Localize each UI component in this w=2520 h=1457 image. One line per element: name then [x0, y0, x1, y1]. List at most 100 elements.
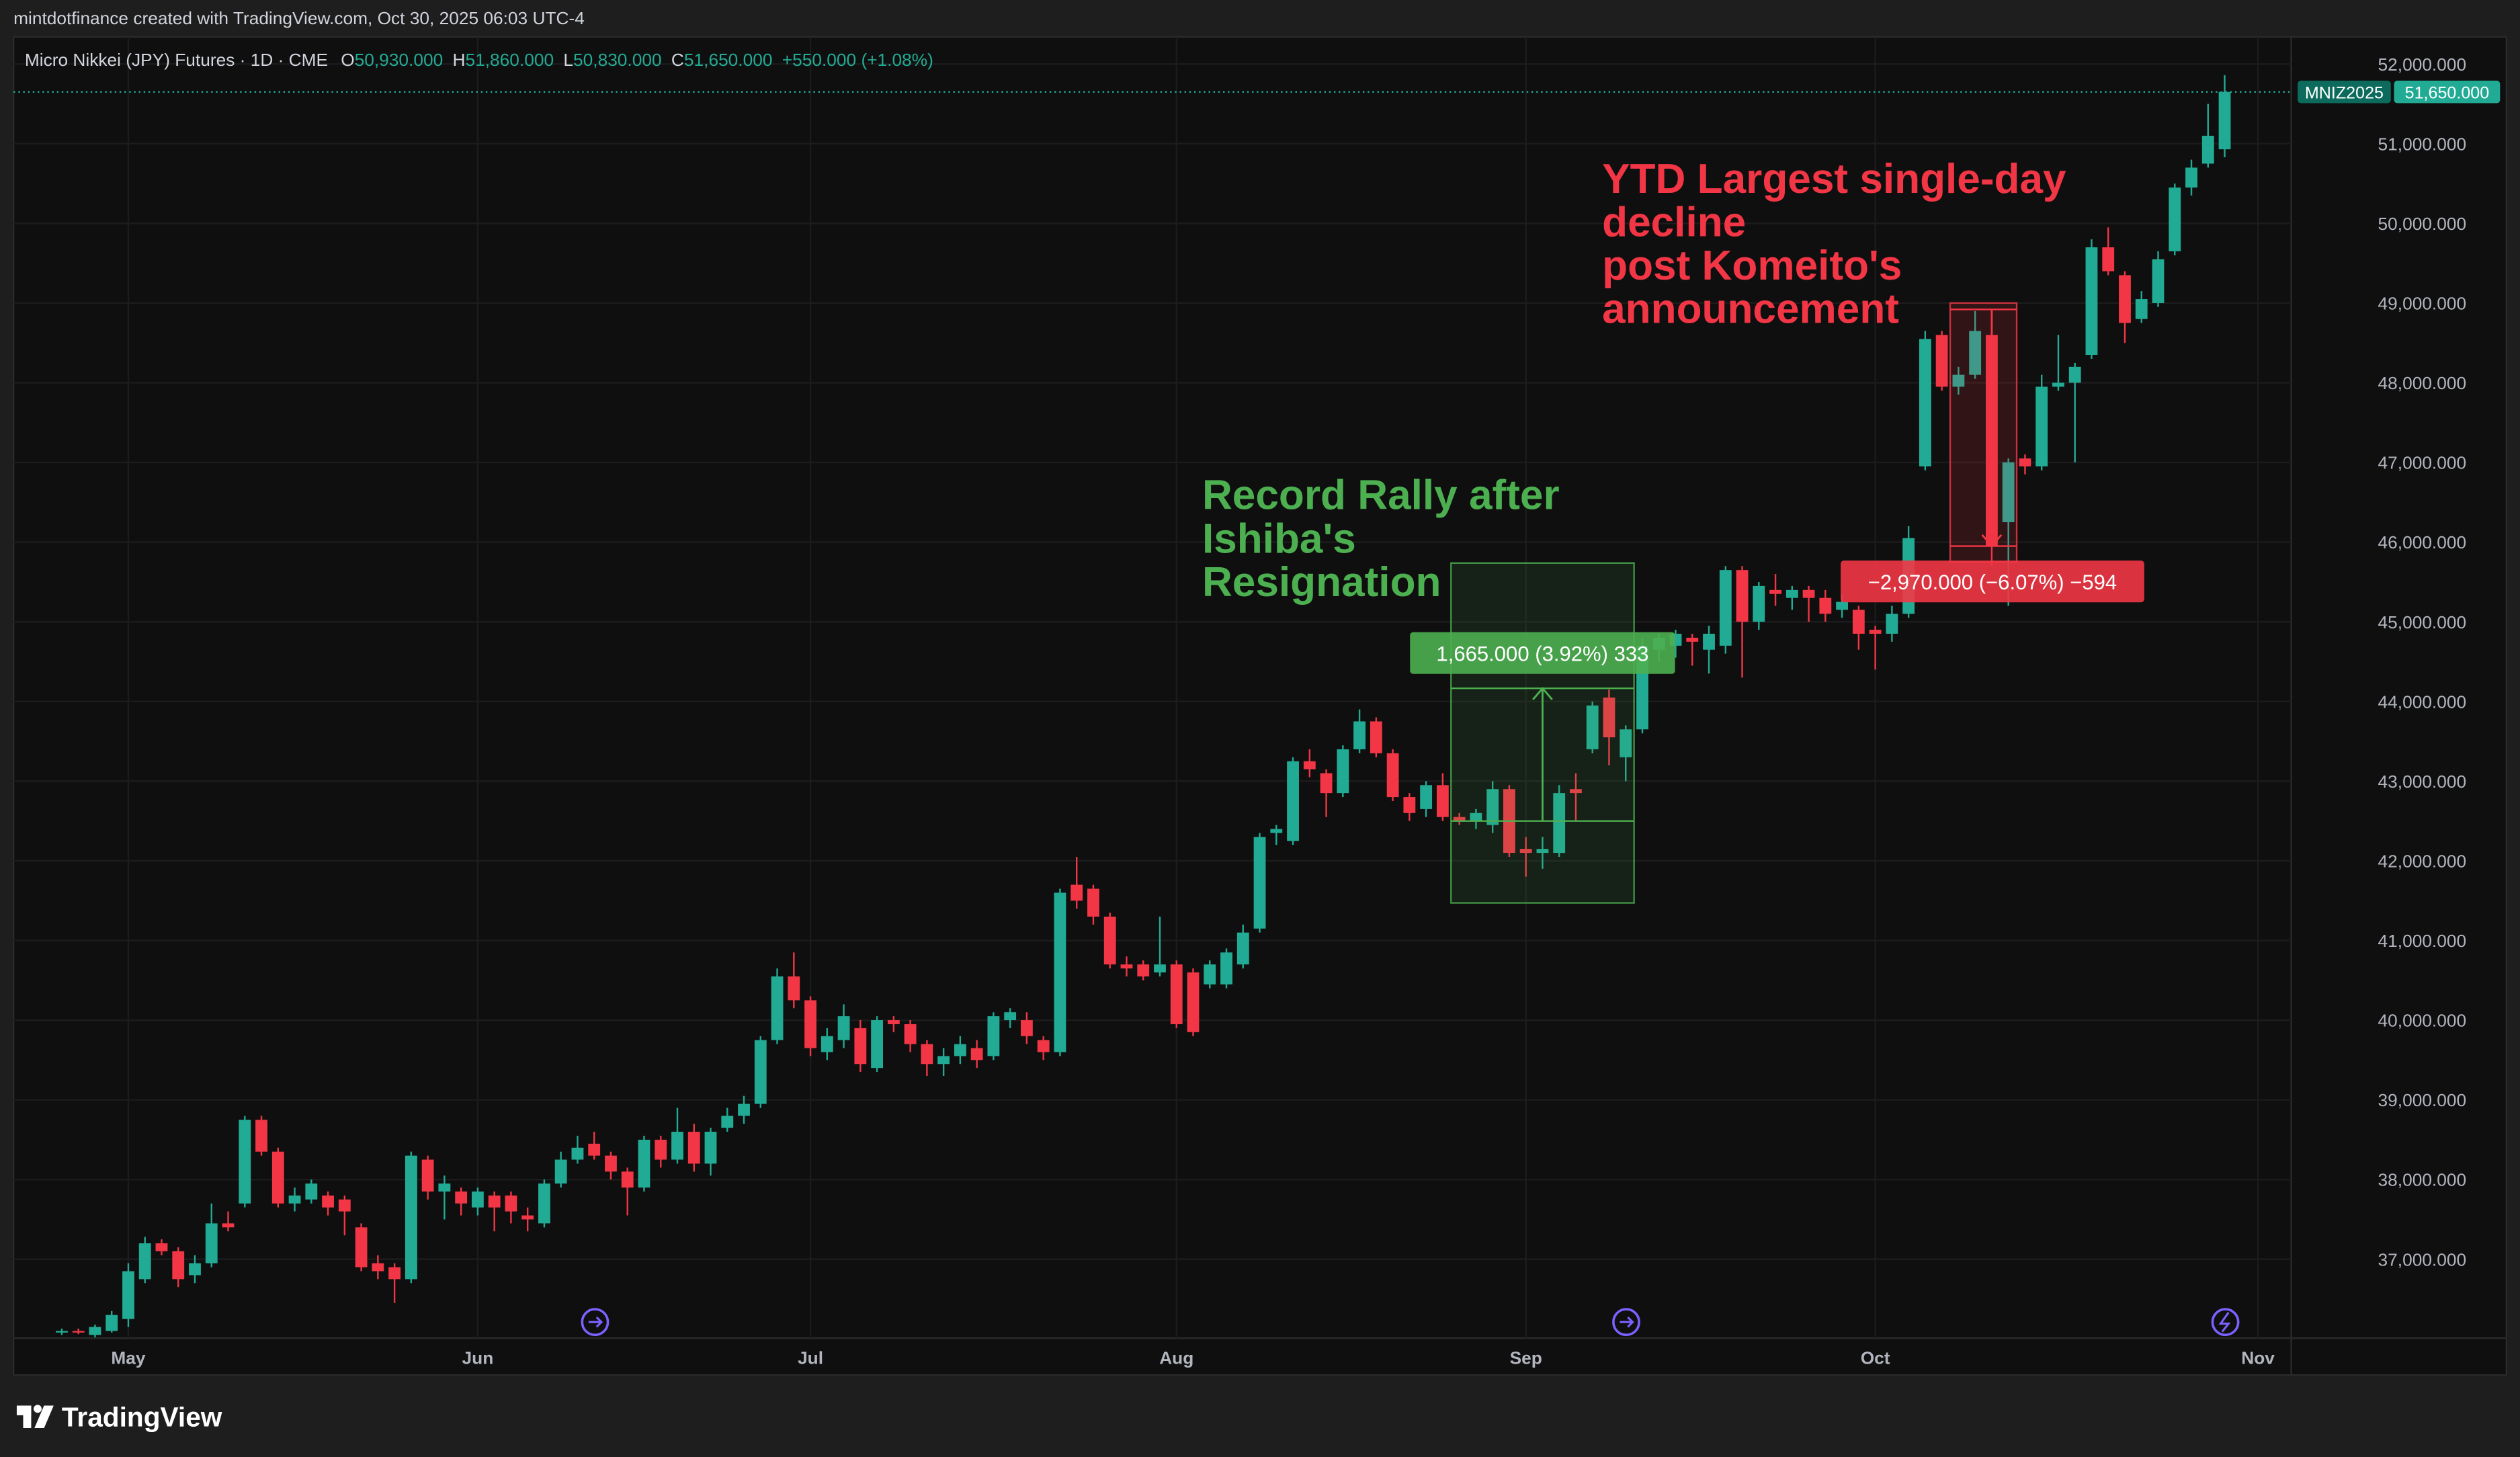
candle-body [1070, 884, 1083, 901]
candle [887, 1016, 900, 1032]
candle [2218, 75, 2231, 158]
candle [671, 1108, 683, 1164]
candle-body [122, 1271, 134, 1319]
candle-body [1287, 761, 1299, 841]
candle-body [2019, 458, 2031, 467]
candle-body [1869, 630, 1882, 634]
y-tick-label: 44,000.000 [2378, 692, 2467, 712]
annotation: Resignation [1202, 559, 1441, 606]
candle-body [1536, 849, 1549, 854]
candle [421, 1155, 434, 1200]
candle-body [671, 1132, 683, 1160]
candle [804, 996, 816, 1056]
candle [1802, 585, 1815, 622]
candle [1703, 626, 1715, 674]
event-icon[interactable] [1612, 1308, 1640, 1337]
candle-body [1919, 339, 1931, 467]
candle-body [1753, 585, 1765, 622]
candle [1952, 366, 1965, 395]
candle-body [1103, 916, 1116, 965]
candle-body [1603, 697, 1615, 738]
event-icon[interactable] [581, 1308, 610, 1337]
candle-body [438, 1183, 451, 1192]
measure-arrowhead [1981, 534, 2003, 548]
candle-body [921, 1044, 933, 1065]
candle-body [1337, 749, 1349, 794]
y-tick-label: 45,000.000 [2378, 612, 2467, 632]
candle-body [239, 1120, 251, 1204]
candle-body [1021, 1020, 1033, 1036]
event-icon-glyph [588, 1316, 603, 1328]
candle [588, 1132, 601, 1160]
candle [1519, 837, 1532, 877]
candle-body [1187, 972, 1200, 1032]
candle-body [1253, 837, 1266, 929]
candle-body [1436, 785, 1449, 817]
candle [1753, 581, 1765, 630]
candle-body [1719, 570, 1732, 646]
candle [1486, 781, 1499, 833]
candle [1403, 793, 1416, 821]
candle [1852, 606, 1865, 650]
candle [1969, 310, 1982, 379]
candle-body [2052, 382, 2064, 387]
y-tick-label: 37,000.000 [2378, 1249, 2467, 1269]
candle [1603, 690, 1615, 765]
candle-body [288, 1195, 301, 1204]
candle [1120, 956, 1133, 976]
candle [1170, 960, 1183, 1028]
candle-body [2102, 247, 2115, 272]
measure-label-bg [1841, 560, 2144, 603]
candle [271, 1147, 284, 1208]
candle-body [1586, 705, 1599, 749]
candle-body [2152, 259, 2165, 303]
event-icon-glyph [2218, 1311, 2231, 1333]
ohlc-key: H [453, 50, 466, 70]
ohlc-key: L [563, 50, 573, 70]
candle [2135, 291, 2148, 323]
ohlc-key: O [341, 50, 354, 70]
candle [1154, 916, 1166, 976]
candle-body [937, 1056, 950, 1065]
candle [854, 1020, 867, 1073]
candle-body [2218, 91, 2231, 150]
chart-header: Micro Nikkei (JPY) Futures · 1D · CME O50… [25, 50, 933, 70]
candle [554, 1151, 567, 1188]
candle [1869, 626, 1882, 670]
candle [1436, 773, 1449, 821]
x-tick-label: Aug [1159, 1347, 1193, 1368]
candle-body [754, 1040, 767, 1104]
candle-body [1037, 1040, 1050, 1052]
candle-body [2201, 135, 2214, 164]
candle [1536, 837, 1549, 869]
candle-body [1120, 964, 1133, 968]
candle [738, 1095, 750, 1124]
candle-body [788, 976, 800, 1001]
candle [189, 1255, 201, 1284]
candle [1353, 709, 1366, 753]
y-tick-label: 39,000.000 [2378, 1090, 2467, 1110]
candle [172, 1247, 185, 1288]
candle [438, 1175, 451, 1220]
annotation: Ishiba's [1202, 515, 1356, 562]
candle [1070, 856, 1083, 909]
candle [1935, 331, 1948, 391]
candle [2102, 227, 2115, 276]
measure-box [1949, 302, 2018, 563]
event-icon[interactable] [2211, 1308, 2240, 1337]
candle-body [2119, 275, 2131, 323]
candle [970, 1040, 983, 1069]
candle [106, 1310, 118, 1333]
candle [1370, 717, 1382, 757]
candle [937, 1048, 950, 1077]
candle [571, 1135, 584, 1164]
candle-body [1054, 892, 1066, 1052]
candle [987, 1012, 1000, 1060]
candle [1236, 924, 1249, 968]
candle [2068, 362, 2081, 463]
candle-body [1353, 721, 1366, 749]
candle [338, 1195, 351, 1236]
candle [1037, 1036, 1050, 1060]
x-tick-label: Jul [798, 1347, 823, 1368]
candle-body [2002, 462, 2015, 523]
